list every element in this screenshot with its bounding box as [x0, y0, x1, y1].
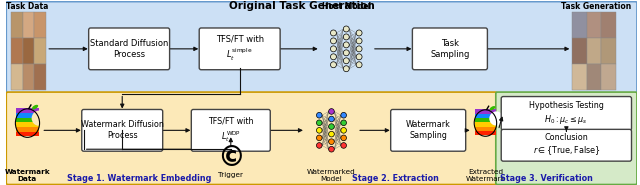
- FancyBboxPatch shape: [199, 28, 280, 70]
- FancyBboxPatch shape: [89, 28, 170, 70]
- Bar: [16, 113, 39, 118]
- Circle shape: [341, 135, 346, 141]
- Bar: [601, 38, 616, 64]
- Circle shape: [343, 58, 349, 64]
- Bar: [601, 12, 616, 38]
- Bar: [474, 122, 497, 127]
- Circle shape: [329, 116, 334, 122]
- Text: Hypothesis Testing
$H_0 : \mu_c \leq \mu_s$: Hypothesis Testing $H_0 : \mu_c \leq \mu…: [529, 101, 604, 126]
- Bar: [11, 12, 22, 38]
- Bar: [601, 64, 616, 90]
- Text: Standard Diffusion
Process: Standard Diffusion Process: [90, 39, 168, 59]
- Text: Watermark
Sampling: Watermark Sampling: [406, 120, 451, 140]
- Bar: [572, 64, 587, 90]
- Bar: [587, 64, 601, 90]
- Text: Task Generation: Task Generation: [561, 2, 631, 11]
- Circle shape: [316, 127, 322, 133]
- Ellipse shape: [32, 105, 38, 109]
- FancyBboxPatch shape: [390, 110, 466, 151]
- Circle shape: [316, 135, 322, 141]
- Circle shape: [329, 139, 334, 144]
- Circle shape: [329, 131, 334, 137]
- Circle shape: [343, 34, 349, 40]
- Circle shape: [316, 143, 322, 148]
- Bar: [474, 109, 497, 114]
- Circle shape: [356, 62, 362, 68]
- Circle shape: [341, 127, 346, 133]
- Text: Watermark Diffusion
Process: Watermark Diffusion Process: [81, 120, 164, 140]
- Circle shape: [330, 46, 337, 52]
- Circle shape: [330, 38, 337, 44]
- Circle shape: [356, 30, 362, 36]
- Circle shape: [341, 143, 346, 148]
- Bar: [16, 127, 39, 132]
- Circle shape: [330, 62, 337, 68]
- FancyBboxPatch shape: [6, 92, 497, 184]
- Bar: [16, 117, 39, 122]
- Bar: [22, 12, 35, 38]
- Circle shape: [490, 111, 504, 126]
- Circle shape: [329, 124, 334, 129]
- Ellipse shape: [490, 106, 495, 110]
- Text: Stage 2. Extraction: Stage 2. Extraction: [352, 174, 439, 183]
- Bar: [22, 64, 35, 90]
- Circle shape: [341, 120, 346, 126]
- Circle shape: [341, 112, 346, 118]
- Circle shape: [356, 38, 362, 44]
- Bar: [474, 113, 497, 118]
- FancyBboxPatch shape: [6, 2, 637, 95]
- Text: Conclusion
$r \in \{\mathrm{True,False}\}$: Conclusion $r \in \{\mathrm{True,False}\…: [532, 133, 600, 157]
- Bar: [16, 108, 39, 113]
- Bar: [11, 64, 22, 90]
- Text: Task
Sampling: Task Sampling: [430, 39, 470, 59]
- Circle shape: [343, 50, 349, 56]
- Circle shape: [31, 111, 47, 126]
- Bar: [587, 38, 601, 64]
- Bar: [11, 38, 22, 64]
- Circle shape: [316, 112, 322, 118]
- FancyBboxPatch shape: [191, 110, 270, 151]
- Bar: [16, 131, 39, 136]
- FancyBboxPatch shape: [412, 28, 488, 70]
- FancyBboxPatch shape: [501, 97, 632, 130]
- Text: Extracted
Watermark: Extracted Watermark: [465, 169, 506, 181]
- Bar: [587, 12, 601, 38]
- Bar: [35, 12, 46, 38]
- FancyBboxPatch shape: [501, 129, 632, 161]
- Circle shape: [343, 42, 349, 48]
- Circle shape: [329, 109, 334, 114]
- Bar: [35, 64, 46, 90]
- Text: ©: ©: [217, 144, 244, 172]
- Text: TFS/FT with
$L_t^{\mathrm{simple}}$: TFS/FT with $L_t^{\mathrm{simple}}$: [216, 34, 264, 63]
- Bar: [22, 38, 35, 64]
- Text: Host Model: Host Model: [322, 2, 371, 11]
- Bar: [16, 122, 39, 127]
- Text: Stage 1. Watermark Embedding: Stage 1. Watermark Embedding: [67, 174, 211, 183]
- Circle shape: [330, 54, 337, 60]
- Text: Task Data: Task Data: [6, 2, 49, 11]
- Circle shape: [343, 26, 349, 32]
- Circle shape: [329, 146, 334, 152]
- Circle shape: [330, 30, 337, 36]
- Circle shape: [343, 66, 349, 72]
- Bar: [474, 131, 497, 135]
- Circle shape: [356, 54, 362, 60]
- Bar: [572, 12, 587, 38]
- Bar: [474, 126, 497, 131]
- FancyBboxPatch shape: [82, 110, 163, 151]
- Bar: [572, 38, 587, 64]
- Text: Stage 3. Verification: Stage 3. Verification: [500, 174, 593, 183]
- Bar: [474, 118, 497, 122]
- Text: TFS/FT with
$L_t^{\mathrm{WDP}}$: TFS/FT with $L_t^{\mathrm{WDP}}$: [208, 117, 253, 144]
- Text: Trigger: Trigger: [218, 172, 243, 178]
- Circle shape: [356, 46, 362, 52]
- Text: Original Task Generation: Original Task Generation: [229, 1, 375, 11]
- Text: Watermark
Data: Watermark Data: [4, 169, 51, 181]
- Text: Watermarked
Model: Watermarked Model: [307, 169, 356, 181]
- Circle shape: [316, 120, 322, 126]
- FancyBboxPatch shape: [496, 92, 637, 184]
- Bar: [35, 38, 46, 64]
